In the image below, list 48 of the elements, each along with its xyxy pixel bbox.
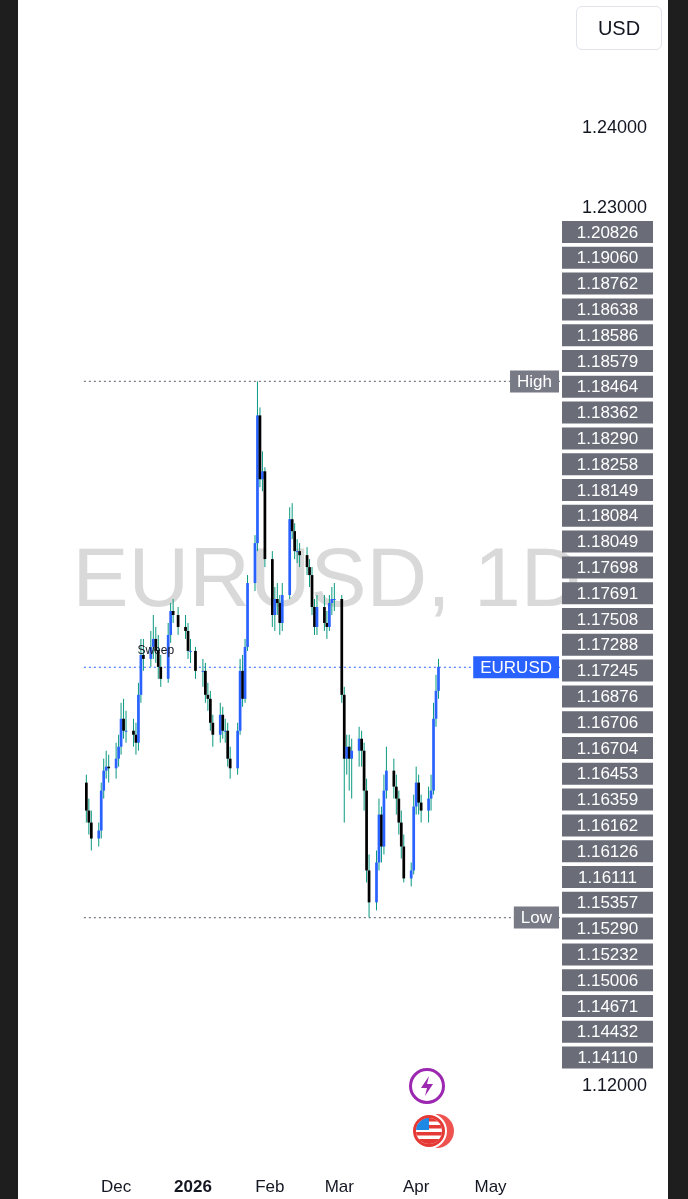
text: 1.15006 [576,970,639,990]
text: 1.15290 [576,919,639,939]
x-tick-label: Dec [101,1176,132,1196]
x-tick-label: 2026 [174,1176,212,1196]
text: 1.14671 [576,996,639,1016]
text: 1.18464 [576,377,639,397]
text: 1.17508 [576,609,639,629]
ref-line-label: EURUSD [480,657,553,677]
text: 1.17698 [576,558,639,578]
y-axis-title: USD [576,6,662,50]
text: 1.14432 [576,1022,639,1042]
text: 1.18586 [576,325,639,345]
text: 1.17288 [576,635,639,655]
text: 1.17245 [576,661,639,681]
x-tick-label: Feb [255,1176,285,1196]
text: 1.16704 [576,738,639,758]
candlestick [194,646,197,680]
ref-line-label: Low [520,908,553,928]
text: 1.18579 [576,351,639,371]
text: 1.16876 [576,687,639,707]
text: 1.16359 [576,790,639,810]
text: 1.18290 [576,429,639,449]
y-tick-label: 1.23000 [582,196,648,217]
text: 1.18149 [576,480,639,500]
text: 1.18762 [576,274,639,294]
text: 1.15232 [576,945,639,965]
text: 1.18084 [576,506,639,526]
text: 1.16453 [576,764,639,784]
text: 1.16706 [576,712,639,732]
text: 1.18362 [576,403,639,423]
text: 1.14110 [577,1048,638,1068]
text: 1.15357 [576,893,639,913]
x-tick-label: Mar [324,1176,355,1196]
text: 1.20826 [576,222,639,242]
text: 1.17691 [576,583,639,603]
ref-line-label: High [517,372,552,392]
text: 1.18258 [576,454,639,474]
text: 1.18638 [576,300,639,320]
x-tick-label: May [474,1176,508,1196]
text: 1.18049 [576,532,639,552]
y-tick-label: 1.24000 [582,116,648,137]
text: 1.16126 [576,841,639,861]
text: 1.19060 [576,248,639,268]
text: 1.16162 [576,816,639,836]
x-tick-label: Apr [402,1176,430,1196]
candlestick [350,738,354,800]
y-tick-label: 1.12000 [582,1074,648,1095]
text: 1.16111 [578,867,637,887]
